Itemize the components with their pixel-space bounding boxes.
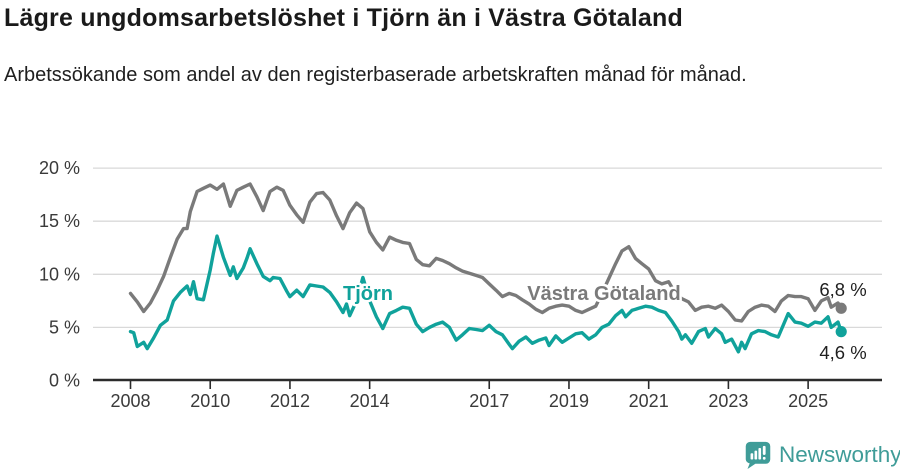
x-axis-tick-label: 2021	[629, 391, 669, 411]
series-end-dot-tj-rn	[835, 326, 847, 338]
y-axis-tick-label: 20 %	[39, 158, 80, 178]
y-axis-tick-label: 5 %	[49, 317, 80, 337]
x-axis-tick-label: 2008	[110, 391, 150, 411]
series-line-v-stra-g-taland	[128, 182, 843, 323]
x-axis-tick-label: 2023	[708, 391, 748, 411]
newsworthy-logo-icon	[745, 441, 771, 469]
chart-subtitle: Arbetssökande som andel av den registerb…	[4, 64, 747, 86]
y-axis-tick-label: 0 %	[49, 371, 80, 391]
series-label-tj-rn: Tjörn	[343, 283, 393, 305]
x-axis-tick-label: 2012	[270, 391, 310, 411]
y-axis-tick-label: 15 %	[39, 211, 80, 231]
series-end-value-label-tj-rn: 4,6 %	[819, 342, 866, 363]
series-end-value-label-v-stra-g-taland: 6,8 %	[819, 279, 866, 300]
x-axis-tick-label: 2019	[549, 391, 589, 411]
x-axis-tick-label: 2025	[788, 391, 828, 411]
series-end-dot-v-stra-g-taland	[835, 302, 847, 314]
x-axis-tick-label: 2017	[469, 391, 509, 411]
brand-name: Newsworthy	[779, 442, 900, 467]
x-axis-tick-label: 2010	[190, 391, 230, 411]
series-line-tj-rn	[128, 234, 843, 354]
series-label-v-stra-g-taland: Västra Götaland	[527, 283, 680, 305]
y-axis-tick-label: 10 %	[39, 264, 80, 284]
x-axis-tick-label: 2014	[350, 391, 390, 411]
newsworthy-branding: Newsworthy	[744, 440, 900, 470]
chart-title: Lägre ungdomsarbetslöshet i Tjörn än i V…	[4, 4, 683, 32]
